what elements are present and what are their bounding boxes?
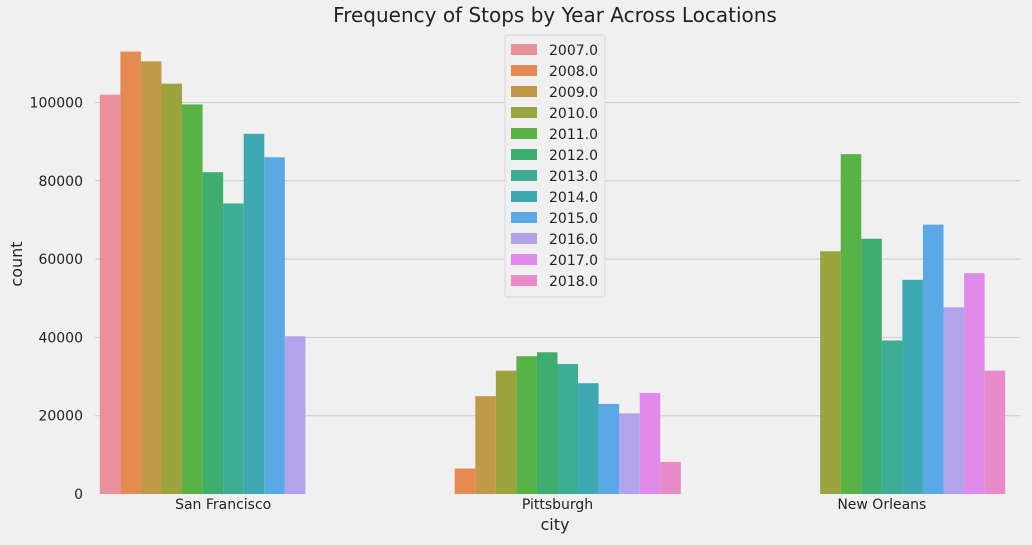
bar <box>202 172 224 494</box>
bar <box>881 340 903 494</box>
bar <box>964 273 985 494</box>
bar <box>99 94 121 494</box>
bar <box>223 203 244 494</box>
y-axis: 0 20000 40000 60000 80000 100000 <box>30 95 83 503</box>
bar <box>861 238 882 494</box>
legend-swatch <box>511 191 537 202</box>
legend-label: 2009.0 <box>549 85 598 101</box>
legend-swatch <box>511 44 537 55</box>
legend-label: 2016.0 <box>549 232 598 248</box>
legend-label: 2012.0 <box>549 148 598 164</box>
y-tick-label: 0 <box>74 487 83 503</box>
bar <box>943 307 965 494</box>
legend-label: 2015.0 <box>549 211 598 227</box>
bar <box>639 392 661 494</box>
x-tick-label: Pittsburgh <box>522 497 593 513</box>
legend-swatch <box>511 233 537 244</box>
bar <box>660 461 681 494</box>
bar <box>922 224 944 495</box>
y-tick-label: 60000 <box>38 252 83 268</box>
x-axis-label: city <box>541 515 570 534</box>
legend-frame <box>504 34 606 298</box>
legend-swatch <box>511 65 537 76</box>
bar <box>557 364 579 494</box>
bar <box>516 356 537 494</box>
bar <box>578 383 599 494</box>
bar <box>984 370 1006 494</box>
legend-swatch <box>511 254 537 265</box>
legend-label: 2013.0 <box>549 169 598 185</box>
y-tick-label: 100000 <box>30 95 83 111</box>
bar <box>840 154 862 494</box>
bar <box>140 61 162 494</box>
bar <box>454 468 476 494</box>
legend-swatch <box>511 107 537 118</box>
bar <box>284 336 306 494</box>
bar <box>495 370 517 494</box>
bar <box>264 157 285 494</box>
legend-swatch <box>511 128 537 139</box>
legend-label: 2017.0 <box>549 253 598 269</box>
bar <box>619 413 640 494</box>
bar <box>120 51 141 495</box>
legend-swatch <box>511 86 537 97</box>
bar <box>902 279 923 494</box>
legend-swatch <box>511 212 537 223</box>
bar <box>182 104 203 495</box>
bar <box>598 403 620 494</box>
bar <box>243 133 265 494</box>
x-axis: San Francisco Pittsburgh New Orleans <box>175 497 926 513</box>
x-tick-label: San Francisco <box>175 497 271 513</box>
bar <box>536 352 558 494</box>
bar <box>820 251 841 494</box>
x-tick-label: New Orleans <box>837 497 926 513</box>
legend-swatch <box>511 275 537 286</box>
legend-label: 2008.0 <box>549 64 598 80</box>
bar <box>475 396 496 494</box>
y-tick-label: 20000 <box>38 409 83 425</box>
y-tick-label: 80000 <box>38 174 83 190</box>
legend-swatch <box>511 170 537 181</box>
legend-label: 2018.0 <box>549 274 598 290</box>
legend-label: 2014.0 <box>549 190 598 206</box>
legend-label: 2007.0 <box>549 43 598 59</box>
bar <box>161 83 183 494</box>
y-tick-label: 40000 <box>38 330 83 346</box>
legend-label: 2010.0 <box>549 106 598 122</box>
legend-swatch <box>511 149 537 160</box>
legend: 2007.0 2008.0 2009.0 2010.0 2011.0 2012.0 2013… <box>504 34 606 298</box>
legend-label: 2011.0 <box>549 127 598 143</box>
chart-title: Frequency of Stops by Year Across Locati… <box>333 3 777 27</box>
y-axis-label: count <box>7 241 26 286</box>
bars <box>99 51 1006 495</box>
